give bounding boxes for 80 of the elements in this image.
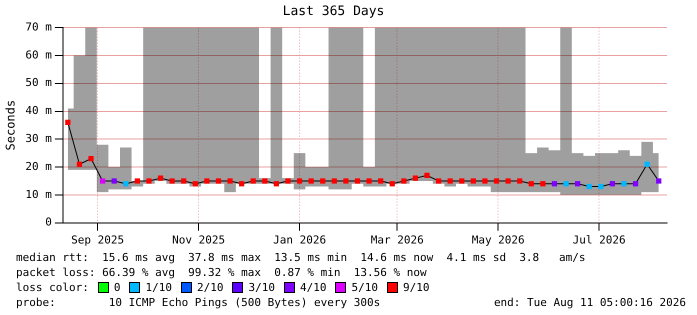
legend-label: 9/10 [402,280,430,295]
point [343,178,349,184]
chart-title: Last 365 Days [282,4,384,20]
point [146,178,152,184]
point [575,181,580,186]
point [424,172,430,178]
y-tick-label: 60 m [25,48,52,62]
point [390,181,395,186]
point [448,178,453,184]
point [517,178,522,184]
point [285,178,291,184]
point [412,176,418,181]
legend-label: 0 [114,280,120,295]
point [354,178,360,184]
text: probe: 10 ICMP Echo Pings (500 Bytes) every 300s [16,295,380,310]
text: median rtt: 15.6 ms avg 37.8 ms max 13.5 ms min 14.6 ms now 4.1 ms sd 3.8 am/s [16,250,587,265]
point [656,178,662,184]
y-tick-label: 40 m [25,104,52,118]
legend-label: 3/10 [248,280,275,295]
point [482,178,488,184]
point [598,184,604,190]
legend-label: 1/10 [145,280,172,295]
y-axis-title: Seconds [3,100,18,150]
legend-title: loss color: [16,280,89,295]
point [76,162,82,167]
y-tick-label: 20 m [25,160,52,173]
point [563,181,569,186]
point [459,178,464,184]
point [204,178,210,184]
point [644,162,650,167]
point [332,178,337,184]
legend-label: 4/10 [300,280,326,295]
point [586,184,592,190]
point [158,176,164,181]
point [65,120,70,126]
point [250,178,256,184]
text: end: Tue Aug 11 05:00:16 2026 [494,295,686,310]
x-tick-label: Sep 2025 [71,233,124,246]
point [181,178,186,184]
point [505,178,511,184]
point [632,181,638,186]
y-tick-label: 50 m [25,76,52,90]
point [170,178,175,184]
point [192,181,198,186]
y-tick-label: 70 m [25,20,52,34]
x-tick-label: May 2026 [472,233,525,246]
x-tick-label: Mar 2026 [370,233,424,246]
point [134,178,140,184]
point [308,178,314,184]
legend-label: 2/10 [196,280,224,295]
point [274,181,280,186]
point [262,178,268,184]
point [552,181,558,186]
point [112,178,117,184]
text: packet loss: 66.39 % avg 99.32 % max 0.87 % min 13.56 % now [16,265,428,280]
point [494,178,500,184]
point [88,156,94,162]
point [528,181,534,186]
y-tick-label: 10 m [25,188,52,201]
point [296,178,302,184]
x-tick-label: Jan 2026 [273,233,326,246]
point [378,178,384,184]
point [227,178,233,184]
y-tick-label: 30 m [25,132,52,145]
point [100,178,106,184]
point [540,181,546,186]
point [239,181,244,186]
x-tick-label: Nov 2025 [172,233,226,246]
point [610,181,616,186]
point [401,178,406,184]
point [216,178,222,184]
point [123,181,128,186]
point [366,178,372,184]
y-tick-label: 0 [45,216,52,229]
legend-label: 5/10 [351,280,378,295]
point [436,178,442,184]
x-tick-label: Jul 2026 [572,233,626,246]
point [621,181,627,186]
point [320,178,326,184]
point [470,178,476,184]
